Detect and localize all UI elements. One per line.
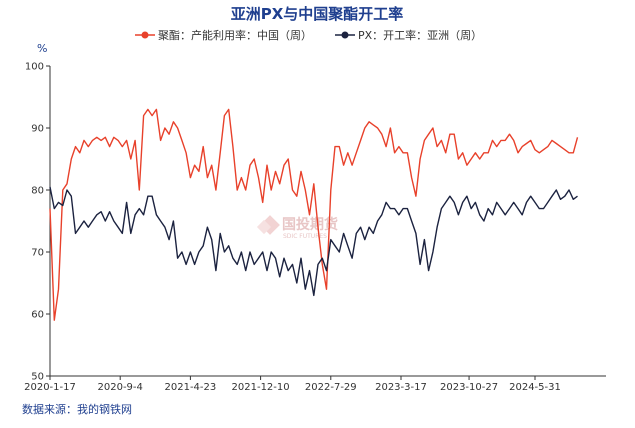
legend-item-polyester: 聚酯：产能利用率：中国（周） — [135, 28, 312, 42]
series-lines — [49, 108, 579, 321]
chart-title: 亚洲PX与中国聚酯开工率 — [231, 5, 404, 23]
x-tick-label: 2023-3-17 — [375, 382, 427, 393]
watermark-subtext: SDIC FUTURES — [283, 233, 327, 240]
y-tick-label: 80 — [31, 186, 44, 197]
x-tick-label: 2021-4-23 — [165, 382, 217, 393]
legend-marker-polyester — [141, 31, 149, 39]
x-tick-label: 2021-12-10 — [232, 382, 290, 393]
legend-label-px: PX：开工率：亚洲（周） — [358, 28, 482, 42]
legend-item-px: PX：开工率：亚洲（周） — [335, 28, 482, 42]
watermark: 国投期货 SDIC FUTURES — [256, 215, 338, 240]
series-line-px — [49, 186, 578, 297]
source-note: 数据来源：我的钢铁网 — [22, 402, 132, 416]
legend: 聚酯：产能利用率：中国（周） PX：开工率：亚洲（周） — [135, 28, 482, 42]
y-tick-label: 70 — [31, 248, 44, 259]
y-tick-label: 100 — [25, 62, 44, 73]
x-tick-label: 2024-5-31 — [509, 382, 561, 393]
x-tick-label: 2022-7-29 — [305, 382, 357, 393]
x-ticks: 2020-1-17 2020-9-4 2021-4-23 2021-12-10 2022… — [24, 376, 561, 393]
legend-marker-px — [341, 31, 349, 39]
y-tick-label: 90 — [31, 124, 44, 135]
y-axis-unit: % — [37, 42, 47, 55]
x-tick-label: 2023-10-27 — [440, 382, 498, 393]
watermark-text: 国投期货 — [282, 216, 338, 233]
y-ticks: 50 60 70 80 90 100 — [25, 62, 50, 383]
y-tick-label: 60 — [31, 310, 44, 321]
x-tick-label: 2020-1-17 — [24, 382, 76, 393]
y-tick-label: 50 — [31, 372, 44, 383]
legend-label-polyester: 聚酯：产能利用率：中国（周） — [158, 28, 312, 42]
watermark-logo-icon — [256, 215, 280, 235]
series-line-polyester — [49, 108, 579, 321]
x-tick-label: 2020-9-4 — [98, 382, 143, 393]
